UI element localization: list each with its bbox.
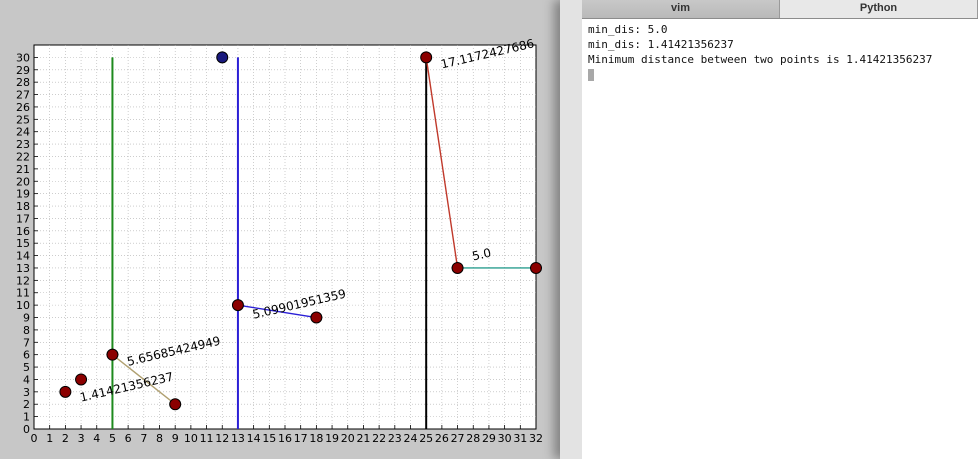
x-tick-label: 27: [451, 432, 465, 445]
terminal-output[interactable]: min_dis: 5.0 min_dis: 1.41421356237 Mini…: [582, 19, 978, 459]
x-tick-label: 30: [498, 432, 512, 445]
x-tick-label: 23: [388, 432, 402, 445]
distance-segment: [112, 354, 176, 405]
data-point: [420, 51, 433, 64]
x-tick-label: 28: [466, 432, 480, 445]
y-tick-label: 24: [16, 126, 30, 139]
terminal-window: vim Python min_dis: 5.0 min_dis: 1.41421…: [560, 0, 978, 459]
x-tick-label: 10: [184, 432, 198, 445]
y-tick-label: 8: [23, 324, 30, 337]
data-point: [59, 385, 72, 398]
y-tick-label: 9: [23, 312, 30, 325]
x-tick-label: 11: [200, 432, 214, 445]
x-tick-label: 29: [482, 432, 496, 445]
x-tick-label: 12: [215, 432, 229, 445]
y-tick-label: 1: [23, 411, 30, 424]
x-tick-label: 31: [513, 432, 527, 445]
x-tick-label: 24: [404, 432, 418, 445]
x-tick-label: 7: [140, 432, 147, 445]
x-tick-label: 0: [31, 432, 38, 445]
scatter-plot: 0 1 2 3 4 5 6 7 8 9 10 11 12 13 14 15 16 17 18 19 20 21 22 23 24…: [16, 36, 543, 445]
x-tick-label: 19: [325, 432, 339, 445]
y-tick-label: 29: [16, 64, 30, 77]
y-tick-label: 13: [16, 262, 30, 275]
y-tick-label: 5: [23, 361, 30, 374]
y-tick-label: 4: [23, 373, 30, 386]
y-tick-label: 11: [16, 287, 30, 300]
y-tick-label: 16: [16, 225, 30, 238]
y-tick-label: 21: [16, 163, 30, 176]
y-tick-label: 22: [16, 150, 30, 163]
y-tick-label: 28: [16, 76, 30, 89]
y-tick-label: 2: [23, 398, 30, 411]
x-tick-label: 26: [435, 432, 449, 445]
x-tick-label: 1: [46, 432, 53, 445]
terminal-cursor: [588, 69, 594, 81]
x-tick-label: 4: [93, 432, 100, 445]
data-point: [310, 311, 323, 324]
y-tick-label: 14: [16, 250, 30, 263]
terminal-line: Minimum distance between two points is 1…: [588, 53, 933, 66]
y-tick-label: 26: [16, 101, 30, 114]
x-tick-label: 14: [247, 432, 261, 445]
y-tick-label: 12: [16, 274, 30, 287]
x-tick-label: 8: [156, 432, 163, 445]
data-point: [169, 398, 182, 411]
y-tick-label: 27: [16, 89, 30, 102]
y-tick-label: 15: [16, 237, 30, 250]
x-tick-label: 25: [419, 432, 433, 445]
data-point: [75, 373, 88, 386]
y-tick-label: 3: [23, 386, 30, 399]
y-tick-label: 0: [23, 423, 30, 436]
distance-label: 5.0: [471, 246, 493, 264]
x-tick-label: 32: [529, 432, 543, 445]
x-tick-label: 17: [294, 432, 308, 445]
data-point: [451, 261, 464, 274]
x-tick-label: 22: [372, 432, 386, 445]
y-tick-label: 23: [16, 138, 30, 151]
x-tick-label: 13: [231, 432, 245, 445]
y-tick-label: 30: [16, 51, 30, 64]
y-tick-label: 6: [23, 349, 30, 362]
y-tick-label: 17: [16, 212, 30, 225]
x-tick-label: 16: [278, 432, 292, 445]
x-tick-label: 15: [262, 432, 276, 445]
x-tick-label: 5: [109, 432, 116, 445]
x-tick-label: 6: [125, 432, 132, 445]
terminal-line: min_dis: 5.0: [588, 23, 668, 36]
data-point: [530, 261, 542, 274]
plot-window: 0 1 2 3 4 5 6 7 8 9 10 11 12 13 14 15 16 17 18 19 20 21 22 23 24…: [16, 36, 543, 445]
data-point: [106, 348, 119, 361]
x-tick-label: 18: [309, 432, 323, 445]
x-tick-label: 20: [341, 432, 355, 445]
tab-vim[interactable]: vim: [582, 0, 780, 18]
y-tick-label: 19: [16, 188, 30, 201]
data-point: [216, 51, 229, 64]
y-tick-label: 20: [16, 175, 30, 188]
x-tick-label: 21: [356, 432, 370, 445]
x-tick-label: 3: [78, 432, 85, 445]
terminal-tab-bar: vim Python: [582, 0, 978, 19]
distance-segment: [425, 57, 459, 269]
y-tick-label: 10: [16, 299, 30, 312]
data-point: [231, 299, 244, 312]
y-tick-label: 25: [16, 113, 30, 126]
y-tick-label: 18: [16, 200, 30, 213]
y-tick-label: 7: [23, 336, 30, 349]
terminal-line: min_dis: 1.41421356237: [588, 38, 734, 51]
tab-python[interactable]: Python: [780, 0, 978, 18]
x-tick-label: 2: [62, 432, 69, 445]
distance-segment: [237, 304, 317, 319]
x-tick-label: 9: [172, 432, 179, 445]
